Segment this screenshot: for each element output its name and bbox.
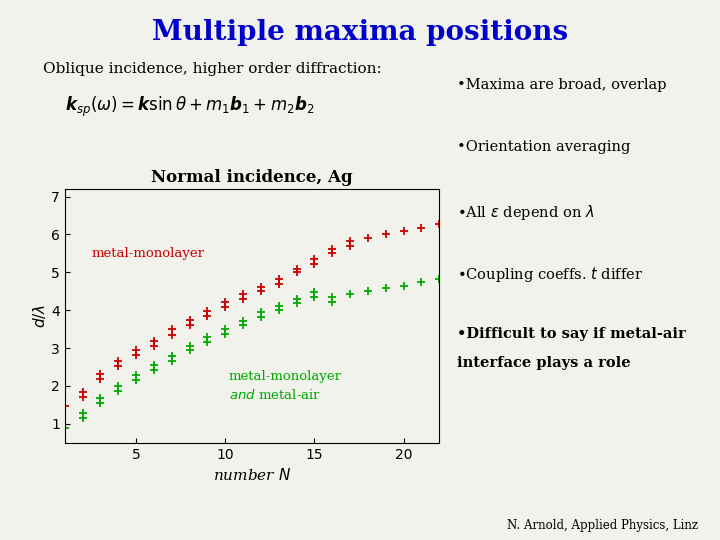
Text: Multiple maxima positions: Multiple maxima positions [152, 19, 568, 46]
Text: metal-monolayer: metal-monolayer [229, 370, 342, 383]
Text: metal-monolayer: metal-monolayer [91, 247, 204, 260]
Text: •Coupling coeffs. $t$ differ: •Coupling coeffs. $t$ differ [457, 265, 644, 284]
Y-axis label: $d/\lambda$: $d/\lambda$ [31, 304, 48, 328]
Text: •Maxima are broad, overlap: •Maxima are broad, overlap [457, 78, 667, 92]
Text: •Orientation averaging: •Orientation averaging [457, 140, 631, 154]
Text: •All $\varepsilon$ depend on $\lambda$: •All $\varepsilon$ depend on $\lambda$ [457, 202, 595, 221]
Text: $\boldsymbol{k}_{sp}(\omega) = \boldsymbol{k}\sin\theta + m_1\boldsymbol{b}_1 + : $\boldsymbol{k}_{sp}(\omega) = \boldsymb… [65, 94, 315, 119]
Text: Oblique incidence, higher order diffraction:: Oblique incidence, higher order diffract… [43, 62, 382, 76]
Text: •Difficult to say if metal-air: •Difficult to say if metal-air [457, 327, 686, 341]
Text: interface plays a role: interface plays a role [457, 356, 631, 370]
Text: N. Arnold, Applied Physics, Linz: N. Arnold, Applied Physics, Linz [508, 519, 698, 532]
Title: Normal incidence, Ag: Normal incidence, Ag [151, 169, 353, 186]
X-axis label: number $N$: number $N$ [213, 467, 291, 483]
Text: $\mathit{and}$ metal-air: $\mathit{and}$ metal-air [229, 388, 320, 402]
